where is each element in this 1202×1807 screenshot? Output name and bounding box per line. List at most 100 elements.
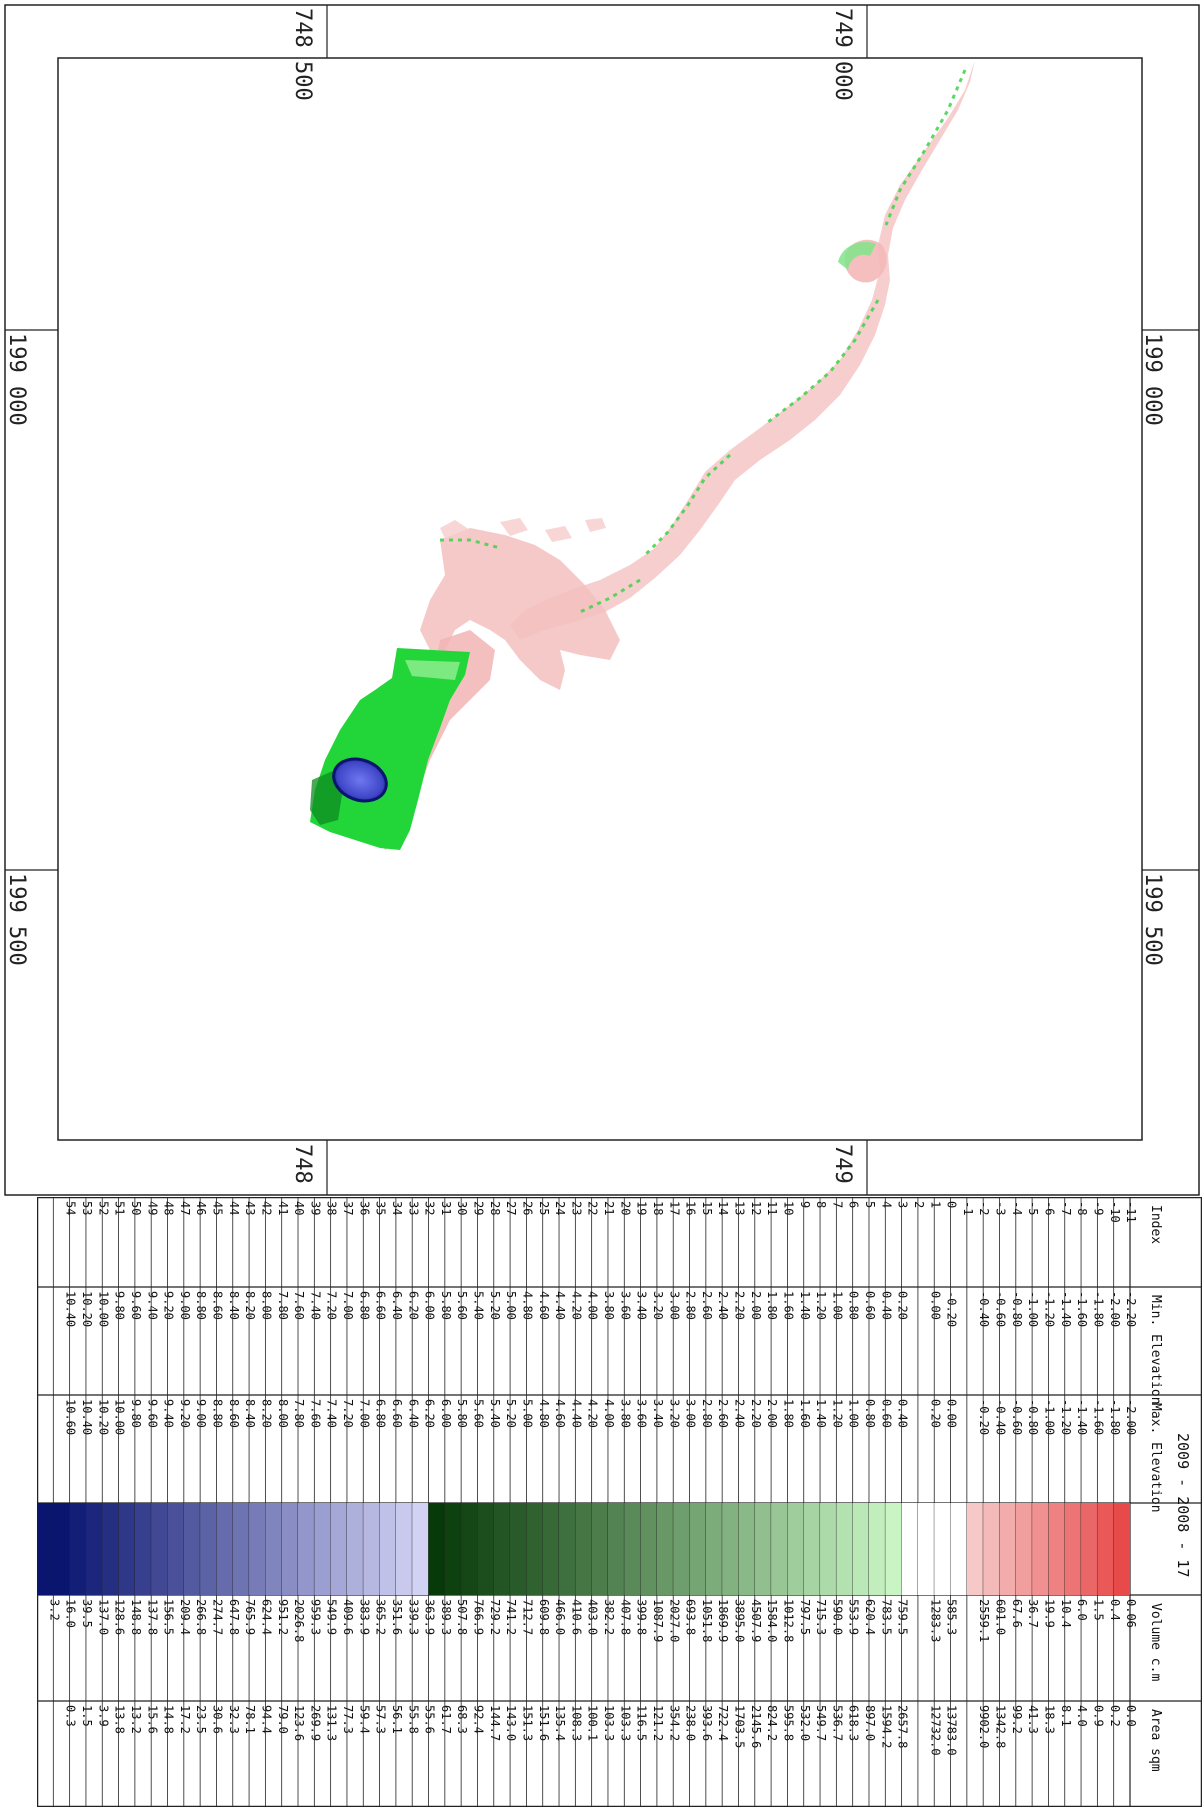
legend-header-max: Max. Elevation [1148,1403,1163,1513]
legend-cell-i: -8 [1075,1201,1089,1215]
legend-cell-max: 8.00 [276,1399,290,1428]
legend-cell-vol: 693.8 [684,1599,698,1635]
legend-cell-min: 0.80 [847,1291,861,1320]
legend-cell-area: 1.5 [80,1705,94,1727]
legend-cell-i: 35 [374,1201,388,1215]
legend-cell-max: 3.20 [667,1399,681,1428]
legend-cell-area: 131.3 [325,1705,339,1741]
legend-cell-i: 10 [781,1201,795,1215]
legend-cell-max: 2.20 [749,1399,763,1428]
legend-cell-vol: 137.0 [96,1599,110,1635]
legend-cell-max: 5.40 [488,1399,502,1428]
legend-cell-min: 7.60 [292,1291,306,1320]
legend-cell-max: 8.60 [227,1399,241,1428]
legend-cell-i: 37 [341,1201,355,1215]
legend-cell-vol: 601.0 [994,1599,1008,1635]
legend-cell-max: 1.20 [830,1399,844,1428]
legend-cell-min: 5.80 [439,1291,453,1320]
legend-cell-max: 0.60 [879,1399,893,1428]
coord-right-lower: 199 500 [1140,873,1165,966]
legend-cell-i: 25 [537,1201,551,1215]
legend-cell-area: 3.9 [96,1705,110,1727]
legend-cell-vol: 209.4 [178,1599,192,1635]
legend-cell-max: -1.60 [1091,1399,1105,1435]
legend-swatch [771,1503,788,1595]
legend-cell-area: 824.2 [765,1705,779,1741]
legend-cell-min: -0.80 [1010,1291,1024,1327]
legend-cell-vol: 620.4 [863,1599,877,1635]
legend-cell-min: -2.20 [1124,1291,1138,1327]
legend-cell-max: 7.80 [292,1399,306,1428]
legend-cell-i: 40 [292,1201,306,1215]
legend-cell-min: 5.40 [472,1291,486,1320]
legend-cell-area: 92.4 [472,1705,486,1734]
legend-cell-min: 2.60 [700,1291,714,1320]
legend-swatch [673,1503,690,1595]
legend-cell-max: 4.00 [602,1399,616,1428]
legend-swatch [510,1503,527,1595]
legend-swatch [200,1503,217,1595]
legend-table: 3.25410.4010.6016.00.35310.2010.4039.51.… [37,1197,1202,1807]
legend-cell-max: -1.80 [1108,1399,1122,1435]
legend-cell-min: 10.00 [96,1291,110,1327]
map-border [57,57,1143,1141]
legend-cell-max: 7.40 [325,1399,339,1428]
legend-swatch [950,1503,967,1595]
legend-cell-vol: 2559.1 [977,1599,991,1642]
legend-swatch [820,1503,837,1595]
legend-cell-vol: 951.2 [276,1599,290,1635]
legend-cell-max: 3.80 [618,1399,632,1428]
legend-cell-i: 42 [259,1201,273,1215]
legend-cell-area: 722.4 [716,1705,730,1741]
legend-cell-area: 99.2 [1010,1705,1024,1734]
legend-cell-min: 2.20 [733,1291,747,1320]
legend-cell-i: 16 [684,1201,698,1215]
legend-cell-max: 1.80 [781,1399,795,1428]
legend-swatch [607,1503,625,1595]
legend-swatch [249,1503,266,1595]
legend-cell-vol: 128.6 [113,1599,127,1635]
coord-bottom-left: 748 500 [290,1144,315,1197]
legend-cell-vol: 507.8 [455,1599,469,1635]
coord-right-upper: 199 000 [1140,333,1165,426]
legend-swatch [1097,1503,1114,1595]
legend-swatch [542,1503,560,1595]
coord-left-upper: 199 000 [4,333,29,426]
legend-cell-i: 51 [113,1201,127,1215]
legend-cell-i: 20 [618,1201,632,1215]
legend-swatch [298,1503,315,1595]
map-frame: 748 500 749 000 748 500 749 000 199 000 … [4,4,1200,1197]
legend-swatch [69,1503,86,1595]
legend-cell-i: 50 [129,1201,143,1215]
legend-swatch [575,1503,592,1595]
legend-cell-i: 23 [569,1201,583,1215]
legend-cell-vol: 156.5 [162,1599,176,1635]
legend-cell-min: 3.00 [667,1291,681,1320]
coord-top-left: 748 500 [290,8,315,101]
legend-cell-i: 8 [814,1201,828,1208]
erosion-fan [420,528,620,690]
legend-cell-vol: 148.8 [129,1599,143,1635]
legend-cell-area: 143.0 [504,1705,518,1741]
legend-cell-max: -0.20 [977,1399,991,1435]
legend-swatch [885,1503,902,1595]
legend-cell-i: -3 [994,1201,1008,1215]
legend-cell-min: 6.00 [423,1291,437,1320]
legend-cell-i: 7 [830,1201,844,1208]
legend-cell-area: 116.5 [635,1705,649,1741]
legend-swatch [966,1503,984,1595]
legend-swatch [493,1503,511,1595]
legend-cell-vol: 365.2 [374,1599,388,1635]
legend-cell-max: 1.60 [798,1399,812,1428]
legend-cell-vol: 403.0 [586,1599,600,1635]
legend-cell-i: 30 [455,1201,469,1215]
legend-cell-area: 68.3 [455,1705,469,1734]
legend-swatch [917,1503,935,1595]
legend-cell-vol: 1012.8 [781,1599,795,1642]
legend-cell-i: 36 [357,1201,371,1215]
legend-swatch [37,1503,54,1595]
legend-cell-vol: 1869.9 [716,1599,730,1642]
legend-cell-max: 5.60 [472,1399,486,1428]
legend-cell-area: 1703.5 [733,1705,747,1748]
legend-cell-min: 6.40 [390,1291,404,1320]
